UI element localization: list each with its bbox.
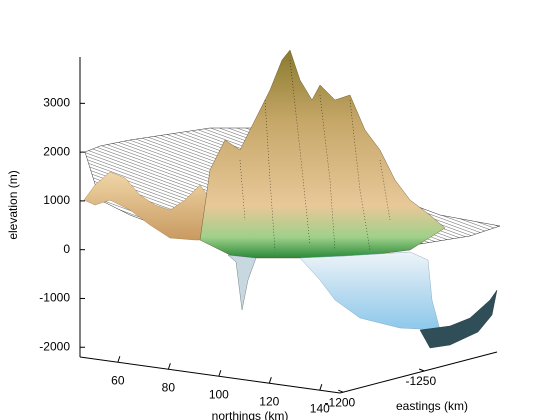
x-axis-label: northings (km) — [212, 409, 289, 420]
z-tick-label: 2000 — [43, 144, 70, 158]
trench — [419, 289, 498, 349]
y-tick-label: -1250 — [405, 374, 436, 388]
z-tick-label: 3000 — [43, 96, 70, 110]
y-tick — [418, 368, 425, 372]
sea-floor — [299, 251, 441, 331]
canyon — [227, 254, 257, 311]
z-tick-label: 0 — [63, 242, 70, 256]
x-tick — [268, 377, 272, 384]
x-tick — [117, 356, 121, 363]
mountain-contours — [239, 59, 391, 251]
x-tick-label: 80 — [162, 380, 176, 394]
z-axis-label: elevation (m) — [6, 170, 20, 239]
y-tick-label: -1200 — [325, 395, 356, 409]
x-tick-label: 120 — [259, 394, 279, 408]
surface — [83, 49, 501, 349]
y-axis — [339, 351, 498, 394]
z-tick-label: 1000 — [43, 193, 70, 207]
x-tick-label: 140 — [310, 401, 330, 415]
x-tick — [319, 384, 323, 391]
x-tick-label: 60 — [111, 373, 125, 387]
z-tick-label: -2000 — [39, 339, 70, 353]
x-tick-label: 100 — [209, 387, 229, 401]
z-tick-label: -1000 — [39, 291, 70, 305]
x-tick — [167, 363, 171, 370]
y-tick — [338, 389, 344, 393]
x-tick — [218, 370, 222, 377]
y-axis-label: eastings (km) — [396, 399, 468, 413]
mountain — [199, 49, 446, 259]
x-axis — [79, 356, 341, 394]
